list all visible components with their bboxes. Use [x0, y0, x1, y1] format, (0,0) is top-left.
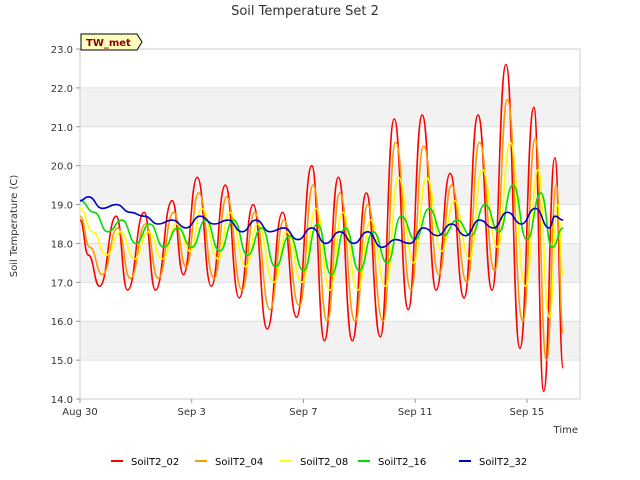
y-tick-label: 20.0: [51, 162, 73, 173]
y-axis-label: Soil Temperature (C): [9, 175, 20, 278]
x-tick-label: Sep 15: [510, 407, 545, 418]
y-tick-label: 14.0: [51, 395, 73, 406]
legend-label-SoilT2_02: SoilT2_02: [131, 457, 179, 468]
series-line-SoilT2_32: [79, 196, 564, 249]
y-tick-label: 15.0: [51, 356, 73, 367]
x-tick-label: Aug 30: [62, 407, 97, 418]
plot-band: [80, 126, 580, 166]
legend-label-SoilT2_16: SoilT2_16: [378, 457, 426, 468]
y-axis-ticks: 14.0 15.0 16.0 17.0 18.0 19.0 20.0 21.0 22.0 23.0: [51, 45, 80, 406]
site-badge-label: TW_met: [86, 38, 131, 49]
site-badge: TW_met: [80, 33, 143, 51]
plot-band: [80, 49, 580, 88]
plot-band: [80, 360, 580, 399]
chart-title: Soil Temperature Set 2: [231, 4, 379, 19]
y-tick-label: 22.0: [51, 84, 73, 95]
site-badge-box: [80, 33, 143, 51]
x-axis-label: Time: [553, 425, 578, 436]
x-tick-label: Sep 3: [178, 407, 206, 418]
series-lines: [79, 63, 564, 392]
y-tick-label: 23.0: [51, 45, 73, 56]
y-tick-label: 16.0: [51, 317, 73, 328]
x-tick-label: Sep 7: [289, 407, 317, 418]
series-line-SoilT2_04: [79, 98, 564, 361]
x-tick-label: Sep 11: [398, 407, 433, 418]
y-tick-label: 19.0: [51, 201, 73, 212]
plot-frame: [79, 48, 581, 400]
x-axis-ticks: Aug 30 Sep 3 Sep 7 Sep 11 Sep 15: [62, 399, 544, 418]
y-tick-label: 17.0: [51, 278, 73, 289]
plot-band: [80, 321, 580, 361]
plot-band: [80, 165, 580, 205]
y-tick-label: 18.0: [51, 239, 73, 250]
legend-label-SoilT2_32: SoilT2_32: [479, 457, 527, 468]
legend-label-SoilT2_08: SoilT2_08: [300, 457, 348, 468]
series-line-SoilT2_02: [79, 63, 564, 392]
series-line-SoilT2_16: [79, 184, 564, 276]
legend: SoilT2_02 SoilT2_04 SoilT2_08 SoilT2_16 Soil…: [111, 457, 527, 468]
plot-band: [80, 87, 580, 127]
y-tick-label: 21.0: [51, 123, 73, 134]
legend-label-SoilT2_04: SoilT2_04: [215, 457, 263, 468]
series-line-SoilT2_08: [79, 141, 564, 319]
